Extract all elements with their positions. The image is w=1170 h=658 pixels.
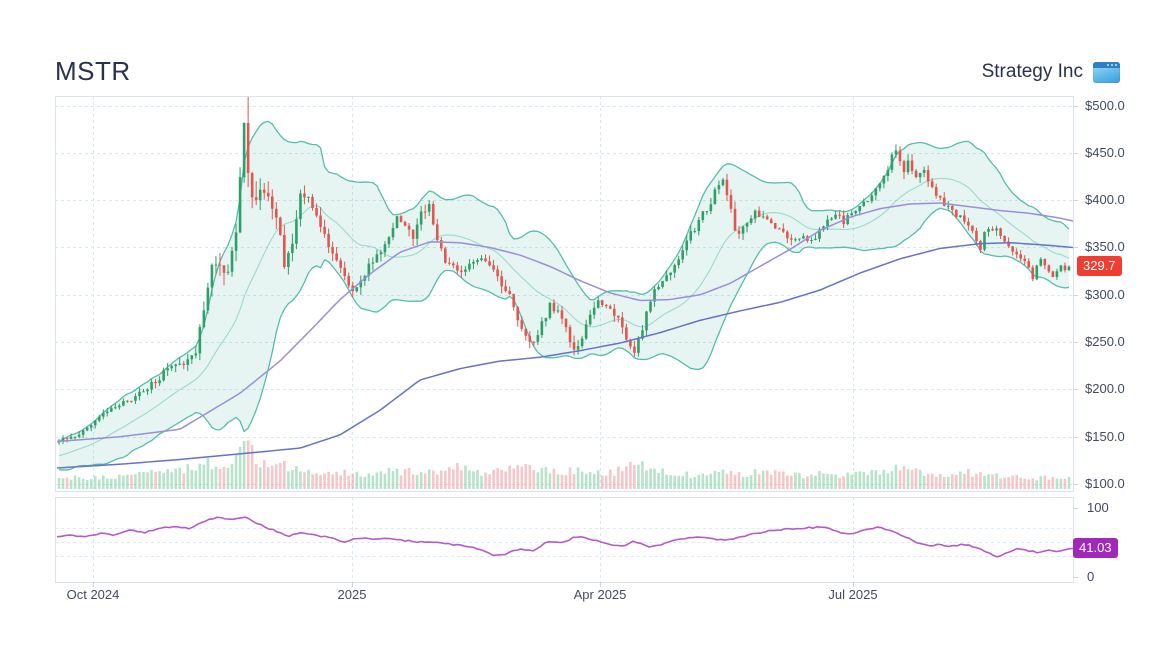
rsi-value-badge: 41.03 bbox=[1073, 538, 1118, 558]
window-titlebar-icon bbox=[1093, 61, 1120, 68]
price-tick-label: $500.0 bbox=[1085, 97, 1125, 113]
price-tick-label: $400.0 bbox=[1085, 192, 1125, 208]
price-tick-label: $300.0 bbox=[1085, 286, 1125, 302]
company-logo-window-icon bbox=[1093, 61, 1120, 83]
price-tick-label: $150.0 bbox=[1085, 428, 1125, 444]
price-tick-label: $350.0 bbox=[1085, 239, 1125, 255]
time-tick-label: Apr 2025 bbox=[573, 587, 627, 602]
price-tick-label: $450.0 bbox=[1085, 144, 1125, 160]
company-name: Strategy Inc bbox=[981, 61, 1083, 82]
rsi-tick-label: 100 bbox=[1087, 499, 1109, 515]
rsi-tick-label: 0 bbox=[1087, 568, 1095, 584]
time-tick-label: Oct 2024 bbox=[66, 587, 120, 602]
price-tick-label: $200.0 bbox=[1085, 381, 1125, 397]
time-tick-label: 2025 bbox=[337, 587, 367, 602]
symbol-title: MSTR bbox=[55, 56, 131, 86]
company-header: Strategy Inc bbox=[982, 61, 1120, 83]
last-price-badge: 329.7 bbox=[1077, 256, 1122, 276]
price-tick-label: $100.0 bbox=[1085, 476, 1125, 492]
price-tick-label: $250.0 bbox=[1085, 334, 1125, 350]
time-tick-label: Jul 2025 bbox=[828, 587, 878, 602]
